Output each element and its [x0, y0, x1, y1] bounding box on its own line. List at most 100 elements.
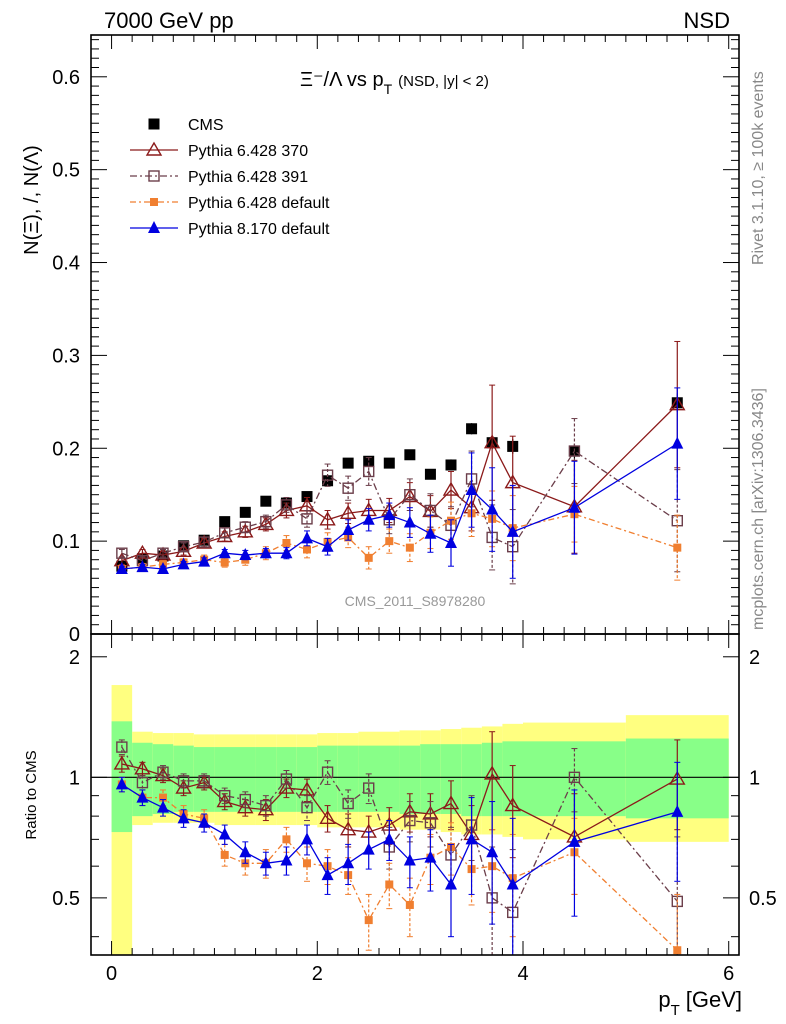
main-p8def-point	[115, 561, 128, 574]
ratio-p370-point	[442, 795, 460, 810]
ratio-p6def-point	[282, 835, 291, 844]
ratio-p8def-point	[671, 804, 684, 817]
legend-p8def-label: Pythia 8.170 default	[188, 221, 330, 238]
ratio-p8def-point	[342, 856, 355, 869]
ratio-band-inner	[379, 745, 400, 812]
main-p391-point	[342, 482, 354, 494]
ratio-p8def-point	[218, 827, 231, 840]
main-p391-point	[363, 465, 375, 478]
ratio-panel-axes: 0.5 0.5 1 1 2 2 0 2 4 6	[52, 634, 777, 985]
legend-p370-marker	[145, 141, 163, 156]
main-p8def-point	[568, 500, 581, 513]
main-p391-point	[239, 521, 251, 533]
main-p370-point	[216, 528, 233, 543]
legend-cms-label: CMS	[188, 117, 224, 134]
legend-p8def-marker	[148, 221, 160, 233]
main-p8def-point	[403, 515, 416, 528]
ratio-p391-point	[404, 814, 416, 827]
main-p391-point	[404, 488, 416, 501]
ratio-p391-point	[363, 782, 375, 794]
main-p8def-point	[301, 531, 313, 544]
ratio-p391-point	[177, 775, 190, 787]
main-p8def-point	[362, 512, 375, 525]
ratio-p6def-point	[159, 793, 167, 802]
ratio-p8def-point	[157, 800, 169, 813]
ratio-p370-point	[237, 799, 254, 814]
legend-p370-label: Pythia 6.428 370	[188, 143, 308, 160]
main-p8def-point	[157, 561, 169, 574]
ratio-band-inner	[255, 747, 277, 812]
legend-cms-marker	[148, 118, 160, 130]
main-p6def-point	[385, 537, 394, 546]
main-y-tick-label: 0	[69, 624, 80, 646]
ratio-p391-line	[121, 746, 678, 914]
main-p370-line	[121, 404, 678, 562]
main-p8def-point	[383, 508, 396, 521]
ratio-p6def-point	[303, 859, 311, 868]
main-p391-point	[568, 445, 581, 457]
main-p8def-point	[465, 483, 478, 496]
ratio-band-inner	[461, 744, 482, 817]
x-axis-title-sub: T	[671, 1002, 680, 1019]
ratio-p8def-point	[568, 834, 581, 847]
main-p391-point	[177, 541, 190, 553]
ratio-p8def-point	[321, 868, 334, 881]
main-p391-point	[219, 527, 231, 539]
main-p8def-point	[445, 535, 457, 548]
ratio-p6def-point	[385, 880, 394, 889]
ratio-band-inner	[440, 744, 462, 814]
main-p8def-point	[177, 557, 190, 570]
ratio-p370-line	[121, 763, 678, 838]
ratio-p391-point	[280, 773, 293, 785]
main-p6def-point	[282, 538, 291, 547]
ratio-p370-point	[154, 767, 172, 782]
ratio-p391-point	[301, 801, 313, 814]
ratio-p6def-line	[121, 783, 678, 951]
main-cms-point	[363, 455, 375, 467]
ratio-p8def-point	[239, 845, 252, 858]
main-p6def-point	[364, 553, 373, 562]
main-cms-point	[301, 491, 313, 503]
main-p8def-line	[121, 443, 678, 570]
main-p8def-point	[321, 539, 334, 552]
analysis-label: CMS_2011_S8978280	[345, 593, 486, 609]
main-p8def-point	[218, 546, 231, 559]
x-tick-label: 4	[517, 963, 528, 985]
ratio-p391-point	[321, 766, 334, 778]
main-p8def-point	[506, 524, 519, 537]
ratio-band-inner	[358, 745, 379, 812]
ratio-p6def-point	[364, 916, 373, 925]
ratio-p370-point	[278, 779, 295, 794]
main-y-tick-label: 0.4	[52, 253, 80, 275]
main-cms-point	[404, 449, 416, 461]
ratio-p8def-line	[121, 783, 678, 886]
main-cms-point	[383, 457, 395, 469]
main-p391-line	[121, 450, 678, 562]
ratio-p370-point	[134, 760, 151, 775]
main-cms-point	[466, 423, 478, 435]
main-panel-axes: 0 0.1 0.2 0.3 0.4 0.5 0.6	[52, 35, 739, 646]
main-p370-point	[195, 534, 213, 549]
plot-title-sub: T	[384, 81, 393, 97]
ratio-panel-frame	[90, 633, 740, 956]
ratio-p8def-point	[506, 877, 519, 890]
ratio-p391-point	[157, 766, 169, 778]
main-p8def-point	[424, 526, 437, 539]
x-tick-label: 0	[106, 963, 117, 985]
main-p8def-point	[486, 502, 499, 515]
ratio-p8def-point	[280, 853, 293, 866]
main-p8def-point	[239, 548, 252, 561]
ratio-p370-point	[298, 781, 316, 796]
energy-label: 7000 GeV pp	[104, 8, 234, 33]
process-label: NSD	[684, 8, 730, 33]
ratio-p370-point	[319, 809, 336, 825]
main-p391-point	[301, 513, 313, 525]
plot-title: Ξ⁻/Λ vs pT (NSD, |y| < 2)	[300, 69, 489, 97]
ratio-p8def-point	[403, 853, 416, 866]
main-y-tick-label: 0.1	[52, 531, 80, 553]
main-p391-point	[198, 536, 210, 548]
x-tick-label: 2	[312, 963, 323, 985]
x-axis-title: pT [GeV]	[658, 987, 742, 1019]
ratio-y-axis-title: Ratio to CMS	[23, 750, 40, 839]
